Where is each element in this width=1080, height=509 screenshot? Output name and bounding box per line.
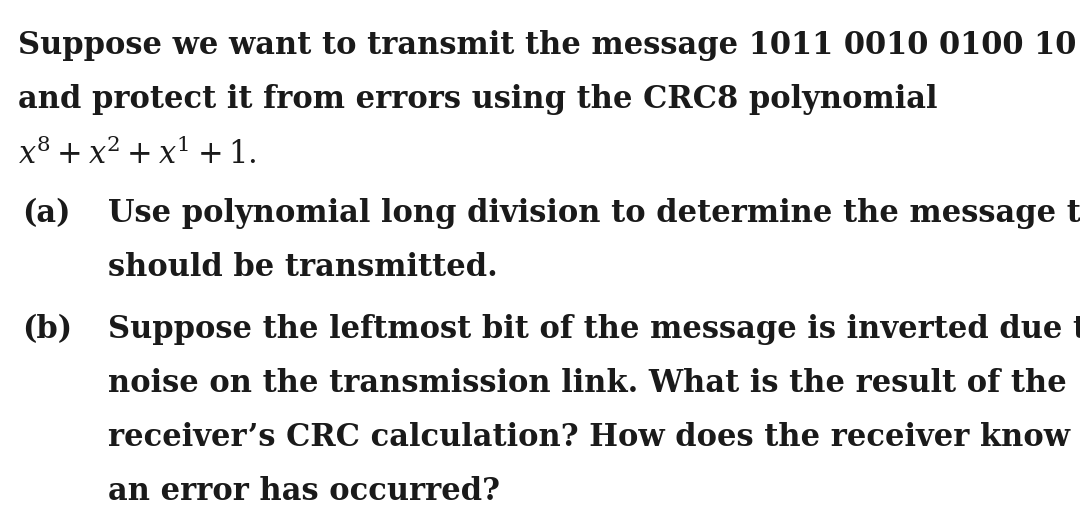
Text: noise on the transmission link. What is the result of the: noise on the transmission link. What is … bbox=[108, 367, 1067, 398]
Text: Suppose we want to transmit the message 1011 0010 0100 1011: Suppose we want to transmit the message … bbox=[18, 30, 1080, 61]
Text: Suppose the leftmost bit of the message is inverted due to: Suppose the leftmost bit of the message … bbox=[108, 314, 1080, 344]
Text: (a): (a) bbox=[22, 197, 70, 229]
Text: should be transmitted.: should be transmitted. bbox=[108, 251, 498, 282]
Text: (b): (b) bbox=[22, 314, 72, 344]
Text: Use polynomial long division to determine the message that: Use polynomial long division to determin… bbox=[108, 197, 1080, 229]
Text: and protect it from errors using the CRC8 polynomial: and protect it from errors using the CRC… bbox=[18, 84, 937, 115]
Text: an error has occurred?: an error has occurred? bbox=[108, 475, 500, 506]
Text: $x^8 + x^2 + x^1 + 1.$: $x^8 + x^2 + x^1 + 1.$ bbox=[18, 138, 257, 171]
Text: receiver’s CRC calculation? How does the receiver know that: receiver’s CRC calculation? How does the… bbox=[108, 421, 1080, 452]
